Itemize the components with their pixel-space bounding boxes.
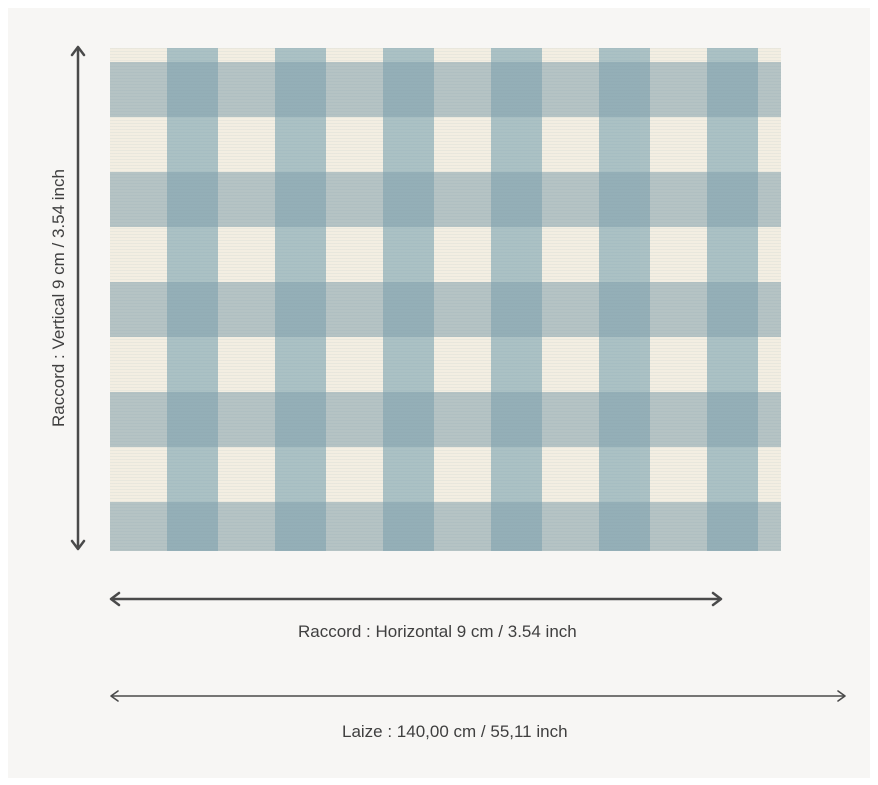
fabric-width-arrow bbox=[110, 690, 846, 702]
fabric-width-label: Laize : 140,00 cm / 55,11 inch bbox=[342, 722, 568, 741]
vertical-repeat-label: Raccord : Vertical 9 cm / 3.54 inch bbox=[49, 169, 68, 427]
fabric-swatch-image bbox=[110, 48, 781, 551]
horizontal-repeat-label: Raccord : Horizontal 9 cm / 3.54 inch bbox=[298, 622, 577, 641]
vertical-repeat-arrow bbox=[70, 45, 86, 551]
horizontal-repeat-arrow bbox=[109, 591, 723, 607]
